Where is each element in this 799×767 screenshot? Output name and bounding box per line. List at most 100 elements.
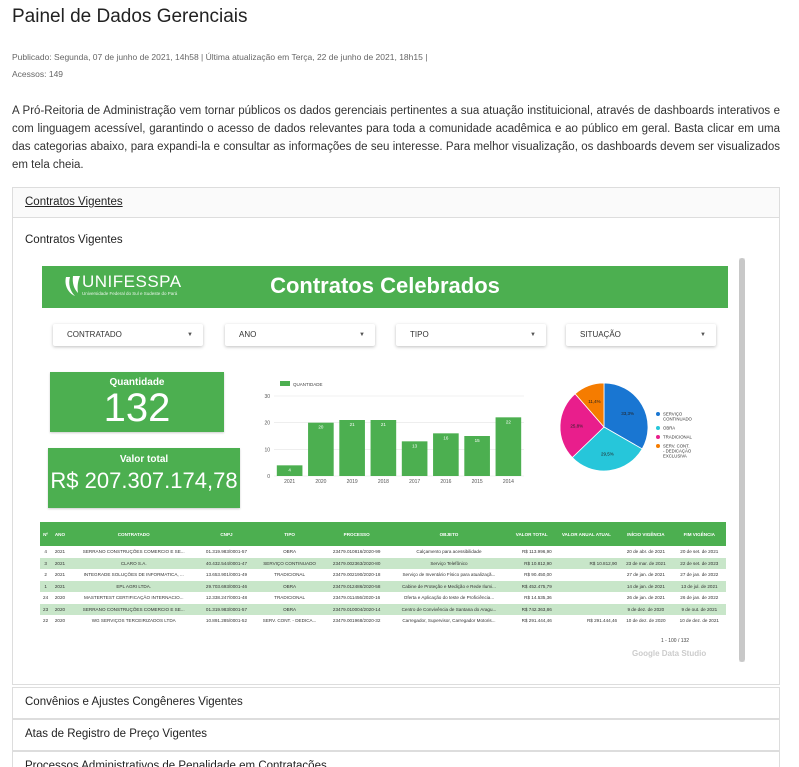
column-header[interactable]: VALOR ANUAL ATUAL bbox=[553, 522, 620, 546]
table-cell: R$ 742.363,86 bbox=[509, 603, 554, 615]
x-tick-label: 2021 bbox=[284, 479, 295, 485]
filter-situacao[interactable]: SITUAÇÃO ▼ bbox=[566, 324, 716, 346]
pie-slice-1 bbox=[571, 426, 643, 472]
table-cell: 20 de abr. de 2021 bbox=[626, 549, 666, 555]
table-cell: R$ 291.444,46 bbox=[521, 618, 552, 624]
legend-label: SERV. CONT. bbox=[663, 444, 690, 449]
column-header[interactable]: TIPO bbox=[254, 522, 325, 546]
table-cell: TRADICIONAL bbox=[274, 595, 306, 601]
accordion-body-contratos: Contratos Vigentes bbox=[13, 218, 779, 684]
bar-2021 bbox=[276, 465, 303, 476]
filter-tipo[interactable]: TIPO ▼ bbox=[396, 324, 546, 346]
table-cell: SERVIÇO CONTINUADO bbox=[254, 557, 325, 569]
bar-2019 bbox=[339, 420, 365, 476]
filter-label: ANO bbox=[239, 330, 257, 339]
table-cell: 10.891.285/0001-52 bbox=[205, 618, 248, 624]
table-cell: R$ 291.444,46 bbox=[586, 618, 618, 624]
table-cell: Carregador, Supervisor, Carregador Motor… bbox=[402, 618, 496, 624]
x-tick-label: 2015 bbox=[472, 479, 483, 485]
x-tick-label: 2019 bbox=[347, 479, 358, 485]
bar-value-label: 21 bbox=[350, 422, 356, 427]
pie-value-label: 33,3% bbox=[621, 411, 634, 416]
accordion-header-convenios[interactable]: Convênios e Ajustes Congêneres Vigentes bbox=[13, 688, 779, 718]
table-cell: 10 de dez. de 2020 bbox=[626, 618, 666, 624]
column-header[interactable]: OBJETO bbox=[388, 522, 510, 546]
publication-meta: Publicado: Segunda, 07 de junho de 2021,… bbox=[12, 49, 472, 83]
legend-dot bbox=[656, 435, 660, 439]
table-row[interactable]: 2 2021 INTEGRADE SOLUÇÕES DE INFORMATICA, … bbox=[40, 569, 726, 581]
column-header[interactable]: CNPJ bbox=[198, 522, 255, 546]
table-row[interactable]: 24 2020 MASTERTEST CERTIFICAÇÃO INTERNACIO… bbox=[40, 592, 726, 604]
table-cell: R$ 90.450,00 bbox=[524, 572, 552, 578]
table-cell bbox=[554, 546, 619, 558]
accordion-header-penalidades[interactable]: Processos Administrativos de Penalidade … bbox=[13, 752, 779, 767]
column-header[interactable]: ANO bbox=[51, 522, 69, 546]
table-row[interactable]: 1 2021 EPL AGRI LTDA. 29.703.693/0001-46 OBR… bbox=[40, 580, 726, 592]
kpi-valor-label: Valor total bbox=[119, 454, 169, 465]
legend-label: QUANTIDADE bbox=[293, 382, 323, 387]
table-row[interactable]: 4 2021 SERRANO CONSTRUÇÕES COMERCIO E SE..… bbox=[40, 546, 726, 558]
y-tick-label: 20 bbox=[264, 421, 270, 427]
column-header[interactable]: CONTRATADO bbox=[68, 522, 199, 546]
unifesspa-logo-icon bbox=[65, 276, 80, 296]
filter-ano[interactable]: ANO ▼ bbox=[225, 324, 375, 346]
legend-swatch bbox=[280, 381, 290, 386]
table-cell: 23479.012486/2020-58 bbox=[325, 580, 389, 592]
table-cell: 27 de jan. de 2022 bbox=[680, 572, 719, 578]
section-label: Contratos Vigentes bbox=[25, 234, 123, 246]
column-header[interactable]: Nº bbox=[40, 522, 52, 546]
bar-value-label: 15 bbox=[475, 438, 481, 443]
bar-2015 bbox=[464, 436, 490, 476]
pie-slice-0 bbox=[603, 382, 649, 450]
table-cell: Serviço de Inventário Físico para atuali… bbox=[402, 572, 496, 578]
table-cell: INTEGRADE SOLUÇÕES DE INFORMATICA, ... bbox=[83, 572, 184, 578]
bar-2017 bbox=[401, 441, 428, 476]
filter-contratado[interactable]: CONTRATADO ▼ bbox=[53, 324, 203, 346]
table-row[interactable]: 23 2020 SERRANO CONSTRUÇÕES COMERCIO E SE.… bbox=[40, 603, 726, 615]
table-cell bbox=[553, 580, 620, 592]
table-row[interactable]: 22 2020 WG SERVIÇOS TERCEIRIZADOS LTDA 10.8… bbox=[40, 615, 726, 627]
table-cell: Oferta e Aplicação do teste de Proficiên… bbox=[403, 595, 495, 601]
table-cell: 13.653.901/0001-49 bbox=[205, 572, 248, 578]
table-cell: 23 bbox=[40, 603, 52, 615]
bar-value-label: 16 bbox=[443, 435, 449, 440]
table-cell: OBRA bbox=[254, 580, 325, 592]
y-tick-label: 10 bbox=[264, 447, 270, 453]
pie-slice-2 bbox=[559, 393, 605, 459]
legend-dot bbox=[656, 412, 660, 416]
pie-value-label: 29,5% bbox=[601, 452, 614, 457]
column-header[interactable]: INÍCIO VIGÊNCIA bbox=[619, 522, 673, 546]
table-cell: 9 de dez. de 2020 bbox=[619, 603, 673, 615]
chevron-down-icon: ▼ bbox=[187, 332, 193, 338]
table-row[interactable]: 3 2021 CLARO S.A. 40.432.544/0001-47 SERVIÇO… bbox=[40, 557, 726, 569]
legend-label: CONTINUADO bbox=[663, 417, 693, 422]
column-header[interactable]: FIM VIGÊNCIA bbox=[672, 522, 726, 546]
table-cell: MASTERTEST CERTIFICAÇÃO INTERNACIO... bbox=[83, 595, 184, 601]
accordion-header-atas[interactable]: Atas de Registro de Preço Vigentes bbox=[13, 720, 779, 750]
table-cell: R$ 452.475,79 bbox=[509, 580, 554, 592]
table-pager[interactable]: 1 - 100 / 132 bbox=[661, 638, 690, 644]
embedded-dashboard[interactable]: UNIFESSPA Universidade Federal do Sul e … bbox=[28, 252, 738, 667]
kpi-valor-value: R$ 207.307.174,78 bbox=[50, 468, 238, 493]
table-cell bbox=[554, 592, 619, 604]
table-cell: 2021 bbox=[51, 557, 69, 569]
kpi-valor-total: Valor total R$ 207.307.174,78 bbox=[48, 448, 240, 508]
legend-label: EXCLUSIVA bbox=[663, 454, 687, 459]
table-cell: 10 de dez. de 2021 bbox=[679, 618, 719, 624]
y-tick-label: 30 bbox=[264, 394, 270, 400]
table-cell: SERRANO CONSTRUÇÕES COMERCIO E SE... bbox=[82, 549, 185, 555]
table-cell: Calçamento para acessibilidade bbox=[416, 549, 482, 555]
accordion-header-contratos[interactable]: Contratos Vigentes bbox=[13, 188, 779, 218]
bar-chart-quantidade: QUANTIDADE302010042021202020212019212018… bbox=[264, 381, 524, 485]
filter-label: TIPO bbox=[410, 330, 429, 339]
kpi-quantidade-value: 132 bbox=[103, 386, 171, 430]
column-header[interactable]: VALOR TOTAL bbox=[509, 522, 554, 546]
table-cell: R$ 113.996,90 bbox=[521, 549, 552, 555]
table-cell: 01.319.983/0001-57 bbox=[205, 549, 248, 555]
table-cell: EPL AGRI LTDA. bbox=[68, 580, 199, 592]
table-cell: 2020 bbox=[51, 603, 69, 615]
table-cell: 20 de set. de 2021 bbox=[680, 549, 719, 555]
column-header[interactable]: PROCESSO bbox=[325, 522, 389, 546]
table-cell: 23479.010004/2020-14 bbox=[325, 603, 389, 615]
dashboard-scrollbar-thumb[interactable] bbox=[739, 258, 745, 662]
